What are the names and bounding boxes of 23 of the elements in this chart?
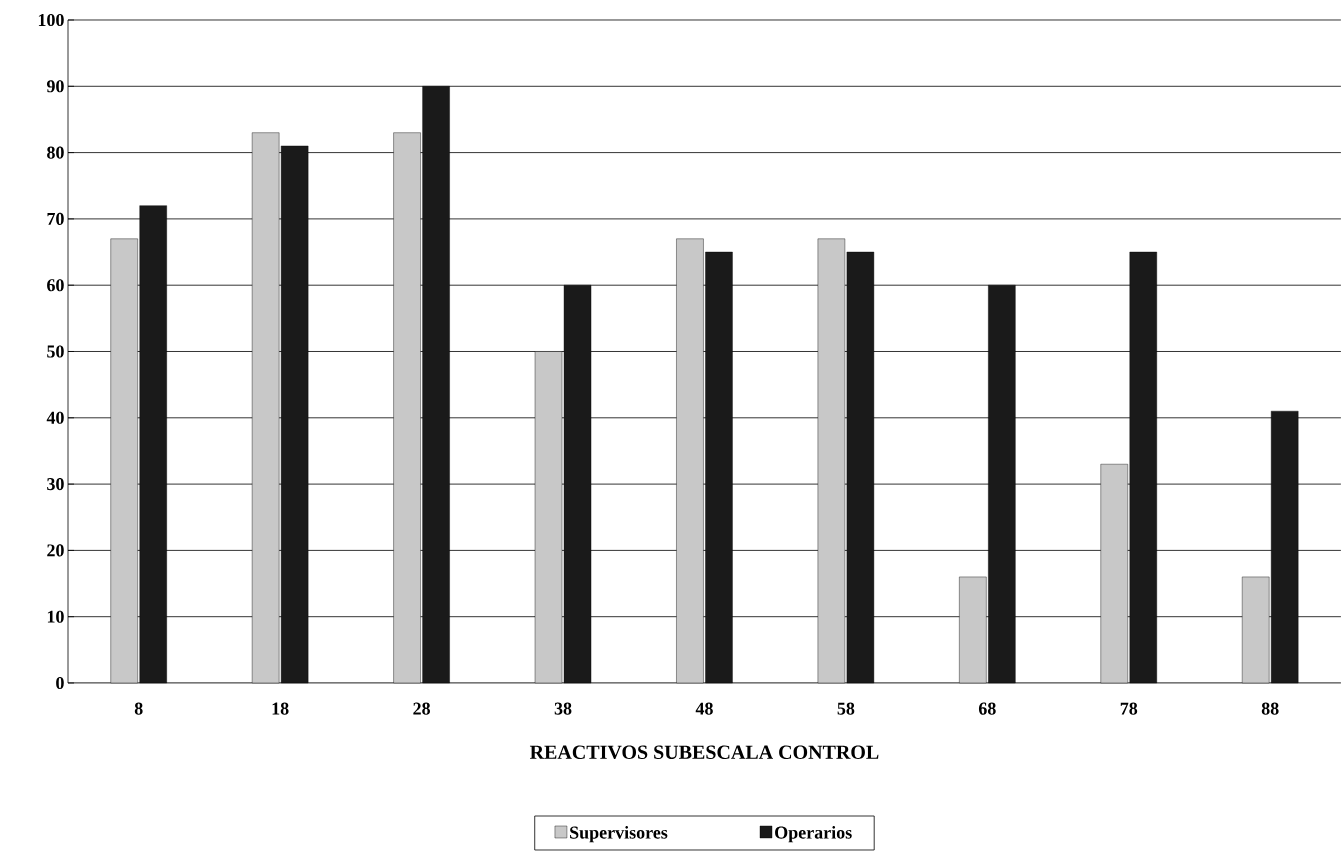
y-tick-label: 20	[47, 544, 64, 557]
y-tick-label: 70	[47, 212, 64, 225]
x-tick-label: 28	[413, 702, 430, 715]
y-tick-label: 40	[46, 411, 64, 424]
y-tick-label: 90	[46, 80, 64, 93]
y-tick-label: 60	[47, 279, 64, 292]
x-tick-label: 18	[272, 702, 289, 715]
legend-label: Supervisores	[570, 825, 668, 843]
y-tick-label: 30	[47, 478, 64, 491]
y-tick-label: 50	[47, 345, 64, 358]
x-tick-label: 38	[554, 702, 572, 715]
x-tick-label: 58	[837, 702, 855, 715]
y-tick-label: 0	[56, 676, 64, 690]
x-tick-label: 78	[1120, 702, 1138, 715]
x-tick-label: 68	[978, 702, 996, 715]
x-axis-title: REACTIVOS SUBESCALA CONTROL	[529, 745, 879, 760]
x-tick-label: 48	[695, 702, 713, 715]
legend-label: Operarios	[775, 825, 852, 843]
x-tick-label: 8	[134, 702, 143, 715]
y-tick-label: 100	[38, 13, 64, 27]
x-tick-label: 88	[1261, 702, 1279, 715]
y-tick-label: 10	[47, 610, 64, 623]
y-tick-label: 80	[47, 146, 64, 159]
